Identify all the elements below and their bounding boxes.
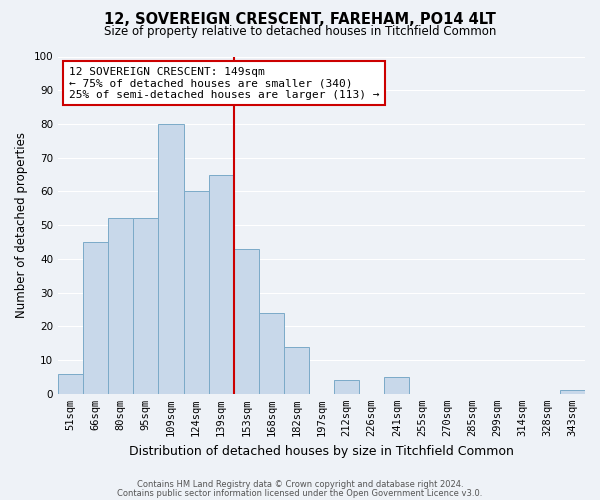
Text: Contains public sector information licensed under the Open Government Licence v3: Contains public sector information licen…: [118, 488, 482, 498]
Bar: [334, 380, 359, 394]
Bar: [133, 218, 158, 394]
Bar: [384, 377, 409, 394]
Text: Contains HM Land Registry data © Crown copyright and database right 2024.: Contains HM Land Registry data © Crown c…: [137, 480, 463, 489]
Text: 12, SOVEREIGN CRESCENT, FAREHAM, PO14 4LT: 12, SOVEREIGN CRESCENT, FAREHAM, PO14 4L…: [104, 12, 496, 28]
Bar: [233, 249, 259, 394]
Bar: [108, 218, 133, 394]
Text: Size of property relative to detached houses in Titchfield Common: Size of property relative to detached ho…: [104, 25, 496, 38]
Text: 12 SOVEREIGN CRESCENT: 149sqm
← 75% of detached houses are smaller (340)
25% of : 12 SOVEREIGN CRESCENT: 149sqm ← 75% of d…: [68, 66, 379, 100]
Bar: [184, 192, 209, 394]
Bar: [284, 346, 309, 394]
Y-axis label: Number of detached properties: Number of detached properties: [15, 132, 28, 318]
Bar: [209, 174, 233, 394]
Bar: [259, 313, 284, 394]
Bar: [58, 374, 83, 394]
Bar: [158, 124, 184, 394]
Bar: [560, 390, 585, 394]
X-axis label: Distribution of detached houses by size in Titchfield Common: Distribution of detached houses by size …: [129, 444, 514, 458]
Bar: [83, 242, 108, 394]
